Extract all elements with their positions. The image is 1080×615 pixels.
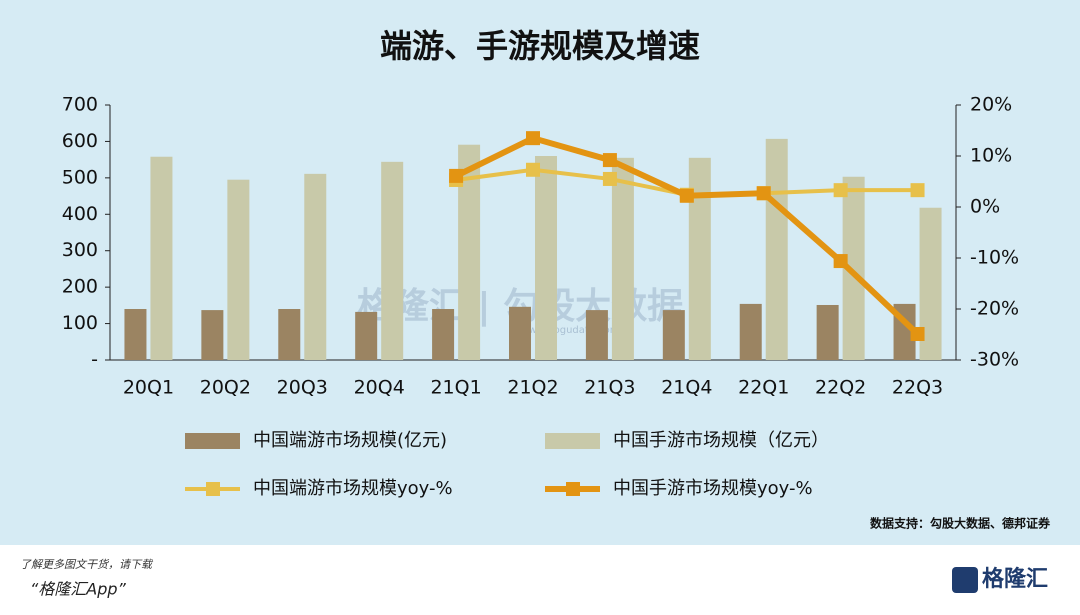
bar	[585, 310, 608, 360]
y-tick-label: 100	[62, 312, 98, 334]
bar	[150, 156, 173, 360]
source-note: 数据支持：勾股大数据、德邦证券	[870, 516, 1051, 531]
line-marker	[526, 162, 540, 177]
x-tick-label: 22Q2	[815, 377, 866, 399]
y-tick-label: 700	[62, 94, 98, 116]
line-marker	[602, 171, 617, 186]
y-tick-label: 500	[62, 166, 98, 188]
logo-text: 格隆汇	[982, 566, 1048, 592]
legend-label: 中国端游市场规模yoy-%	[253, 478, 453, 499]
legend-swatch	[206, 482, 220, 496]
bar	[842, 176, 865, 360]
bar	[688, 157, 711, 360]
y-tick-label: 300	[62, 239, 98, 261]
line-marker	[833, 183, 848, 198]
y-tick-label: 600	[62, 130, 98, 152]
bar	[201, 310, 224, 360]
footer-text: “格隆汇App”	[30, 580, 127, 599]
logo-icon	[952, 567, 978, 593]
x-tick-label: 21Q1	[430, 377, 481, 399]
x-tick-label: 22Q3	[892, 377, 943, 399]
x-tick-label: 20Q4	[354, 377, 405, 399]
line-marker	[910, 183, 925, 198]
bar	[278, 309, 301, 360]
line-marker	[833, 254, 848, 269]
x-tick-label: 21Q3	[584, 377, 635, 399]
legend-label: 中国端游市场规模(亿元)	[253, 430, 447, 451]
bar	[304, 173, 327, 360]
bar	[124, 309, 147, 360]
x-tick-label: 20Q1	[123, 377, 174, 399]
bar	[611, 157, 634, 360]
line-marker	[449, 168, 464, 183]
line-marker	[910, 326, 925, 341]
bar	[432, 309, 455, 360]
bar	[381, 161, 404, 360]
x-tick-label: 20Q3	[277, 377, 328, 399]
legend-swatch	[545, 433, 600, 449]
bar	[919, 207, 942, 360]
footer-background	[0, 545, 1080, 615]
y-tick-label: 400	[62, 203, 98, 225]
y2-tick-label: -30%	[970, 349, 1019, 371]
bar	[739, 303, 762, 360]
legend-label: 中国手游市场规模yoy-%	[613, 478, 813, 499]
line-marker	[526, 131, 540, 146]
line-marker	[756, 186, 771, 201]
x-tick-label: 21Q4	[661, 377, 712, 399]
bar	[458, 144, 481, 360]
x-tick-label: 22Q1	[738, 377, 789, 399]
legend-swatch	[185, 433, 240, 449]
bar	[227, 179, 250, 360]
y2-tick-label: 10%	[970, 145, 1012, 167]
y-tick-label: 200	[62, 276, 98, 298]
x-tick-label: 20Q2	[200, 377, 251, 399]
bar	[765, 138, 788, 360]
legend-swatch	[566, 482, 580, 496]
bar	[355, 311, 378, 360]
bar	[535, 156, 557, 360]
x-tick-label: 21Q2	[507, 377, 558, 399]
y2-tick-label: -10%	[970, 247, 1019, 269]
bar	[816, 304, 839, 360]
chart-title: 端游、手游规模及增速	[380, 27, 700, 65]
y2-tick-label: -20%	[970, 298, 1019, 320]
watermark-url: www.gogudata.com	[520, 325, 619, 336]
legend-label: 中国手游市场规模（亿元）	[613, 430, 829, 451]
bar	[509, 306, 531, 360]
bar	[662, 310, 685, 360]
y-tick-label: -	[91, 349, 98, 371]
y2-tick-label: 20%	[970, 94, 1012, 116]
footer-text: 了解更多图文干货，请下载	[20, 558, 154, 571]
line-marker	[679, 188, 694, 203]
line-marker	[602, 153, 617, 168]
y2-tick-label: 0%	[970, 196, 1000, 218]
